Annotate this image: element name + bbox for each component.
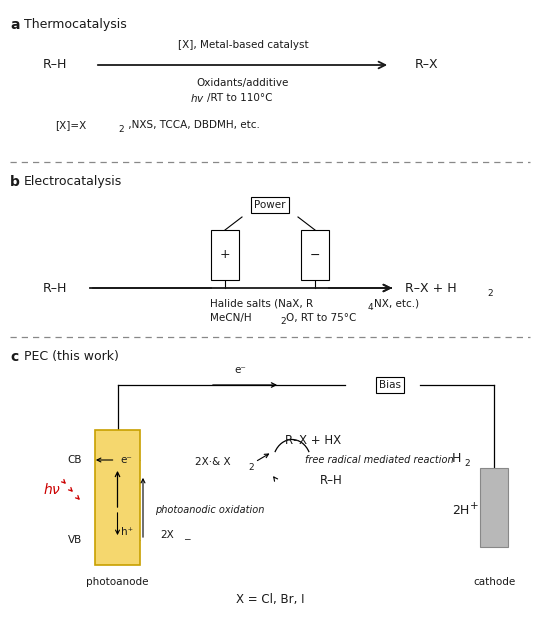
Text: 2: 2	[487, 289, 492, 297]
Text: [X]=X: [X]=X	[55, 120, 86, 130]
Text: $hv$: $hv$	[190, 92, 205, 104]
Text: /RT to 110°C: /RT to 110°C	[207, 93, 273, 103]
Text: −: −	[310, 248, 320, 261]
Text: e⁻: e⁻	[234, 365, 246, 375]
Text: c: c	[10, 350, 18, 364]
Text: Electrocatalysis: Electrocatalysis	[24, 175, 122, 188]
Text: Power: Power	[254, 200, 286, 210]
Text: photoanodic oxidation: photoanodic oxidation	[155, 505, 265, 515]
FancyBboxPatch shape	[480, 468, 508, 547]
Text: Oxidants/additive: Oxidants/additive	[197, 78, 289, 88]
Text: +: +	[470, 501, 478, 511]
Text: −: −	[183, 535, 191, 543]
Text: b: b	[10, 175, 20, 189]
Text: cathode: cathode	[473, 577, 515, 587]
Text: R–H: R–H	[43, 282, 67, 295]
Text: ,NXS, TCCA, DBDMH, etc.: ,NXS, TCCA, DBDMH, etc.	[125, 120, 260, 130]
Text: MeCN/H: MeCN/H	[210, 313, 252, 323]
Text: 2H: 2H	[452, 504, 469, 517]
Text: Bias: Bias	[379, 380, 401, 390]
Text: free radical mediated reaction: free radical mediated reaction	[305, 455, 454, 465]
Text: R–X: R–X	[415, 59, 438, 72]
Text: PEC (this work): PEC (this work)	[24, 350, 119, 363]
Text: h⁺: h⁺	[120, 527, 133, 537]
Text: 2: 2	[118, 125, 124, 135]
Text: 2X: 2X	[160, 530, 174, 540]
Text: e⁻: e⁻	[120, 455, 132, 465]
Text: photoanode: photoanode	[86, 577, 148, 587]
Text: CB: CB	[68, 455, 82, 465]
Text: R–X + H: R–X + H	[405, 282, 457, 295]
Text: H: H	[452, 452, 461, 465]
Text: NX, etc.): NX, etc.)	[374, 299, 419, 309]
Text: VB: VB	[68, 535, 82, 545]
Text: 2: 2	[248, 462, 254, 472]
FancyBboxPatch shape	[301, 230, 329, 280]
Text: 2: 2	[464, 459, 470, 467]
Text: R–H: R–H	[43, 59, 67, 72]
Text: R–X + HX: R–X + HX	[285, 433, 341, 446]
Text: 2X·& X: 2X·& X	[195, 457, 231, 467]
Text: Thermocatalysis: Thermocatalysis	[24, 18, 127, 31]
Text: $h\nu$: $h\nu$	[43, 483, 61, 497]
Text: a: a	[10, 18, 19, 32]
Text: 2: 2	[280, 318, 286, 326]
Text: Halide salts (NaX, R: Halide salts (NaX, R	[210, 299, 313, 309]
Text: 4: 4	[368, 303, 374, 313]
FancyBboxPatch shape	[211, 230, 239, 280]
Text: +: +	[220, 248, 231, 261]
Text: [X], Metal-based catalyst: [X], Metal-based catalyst	[178, 40, 308, 50]
Text: O, RT to 75°C: O, RT to 75°C	[286, 313, 356, 323]
FancyBboxPatch shape	[95, 430, 140, 565]
Text: X = Cl, Br, I: X = Cl, Br, I	[236, 593, 304, 606]
Text: R–H: R–H	[320, 473, 343, 486]
